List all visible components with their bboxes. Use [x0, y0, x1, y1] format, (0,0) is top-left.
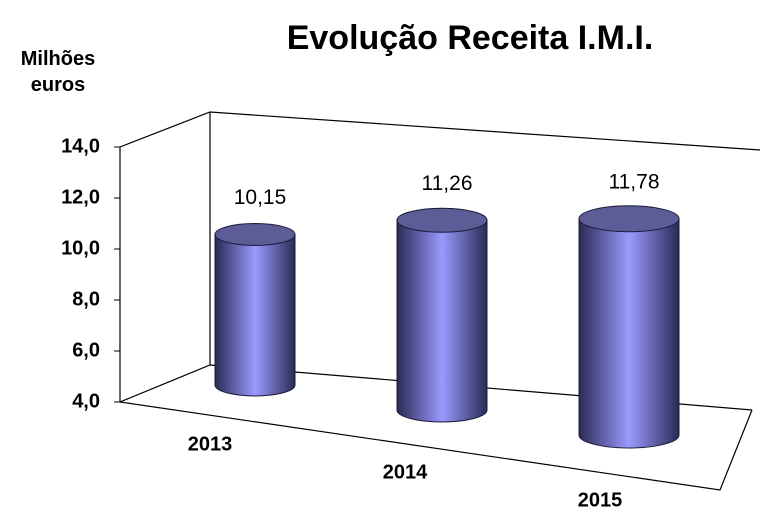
- y-tick-label: 6,0: [72, 339, 100, 361]
- floor-back: [119, 364, 753, 411]
- chart-title: Evolução Receita I.M.I.: [287, 19, 654, 57]
- cylinder-top: [396, 207, 488, 233]
- y-tick-label: 12,0: [61, 186, 100, 208]
- y-tick-label: 4,0: [72, 390, 100, 412]
- y-tick-label: 10,0: [61, 237, 100, 259]
- cylinder: [578, 218, 680, 449]
- x-tick-label: 2014: [383, 461, 428, 483]
- y-tick-label: 14,0: [61, 135, 100, 157]
- y-axis-label: Milhões euros: [20, 48, 96, 96]
- x-tick-label: 2015: [578, 489, 623, 511]
- y-tick-label: 8,0: [72, 288, 100, 310]
- x-tick-label: 2013: [188, 433, 233, 455]
- cylinder-top: [214, 222, 296, 246]
- floor-front: [119, 401, 753, 491]
- value-label: 10,15: [234, 186, 287, 209]
- cylinder: [396, 219, 488, 423]
- cylinder-top: [578, 205, 680, 233]
- cylinder: [214, 233, 296, 397]
- value-label: 11,26: [422, 172, 473, 195]
- value-label: 11,78: [609, 170, 660, 193]
- back-wall-top: [119, 111, 761, 151]
- walls: [119, 111, 761, 491]
